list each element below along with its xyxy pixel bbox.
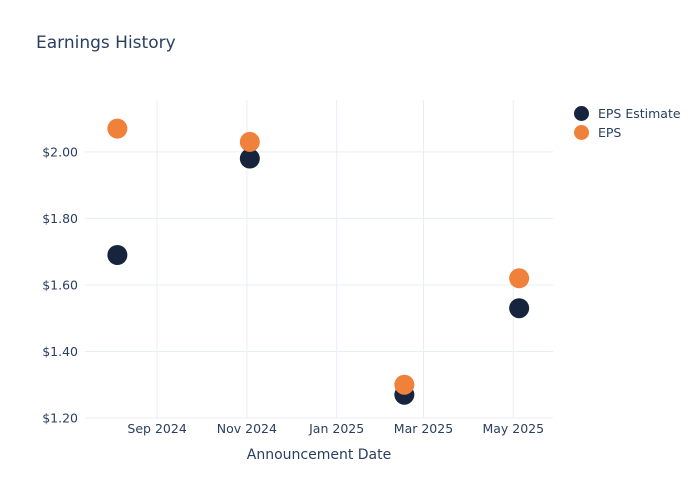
legend-label-eps: EPS (598, 125, 622, 140)
x-tick-label: May 2025 (482, 421, 544, 436)
marker-eps[interactable] (239, 131, 260, 152)
x-tick-label: Nov 2024 (217, 421, 277, 436)
marker-eps-estimate[interactable] (239, 148, 260, 169)
chart-title: Earnings History (36, 33, 176, 53)
y-tick-label: $1.40 (42, 344, 78, 359)
y-tick-label: $1.80 (42, 211, 78, 226)
marker-eps-estimate[interactable] (107, 245, 128, 266)
x-tick-label: Mar 2025 (394, 421, 453, 436)
marker-eps[interactable] (509, 268, 530, 289)
x-tick-label: Sep 2024 (127, 421, 186, 436)
legend: EPS Estimate EPS (574, 104, 681, 142)
legend-label-eps-estimate: EPS Estimate (598, 106, 681, 121)
y-tick-label: $1.20 (42, 411, 78, 426)
x-axis-title: Announcement Date (246, 447, 392, 463)
legend-item-eps-estimate[interactable]: EPS Estimate (574, 104, 681, 123)
marker-eps-estimate[interactable] (509, 298, 530, 319)
x-tick-label: Jan 2025 (308, 421, 364, 436)
marker-eps[interactable] (107, 118, 128, 139)
legend-swatch-eps-estimate-icon (574, 106, 589, 121)
legend-swatch-eps-icon (574, 125, 589, 140)
marker-eps[interactable] (394, 374, 415, 395)
y-tick-label: $1.60 (42, 277, 78, 292)
legend-item-eps[interactable]: EPS (574, 123, 681, 142)
y-tick-label: $2.00 (42, 144, 78, 159)
